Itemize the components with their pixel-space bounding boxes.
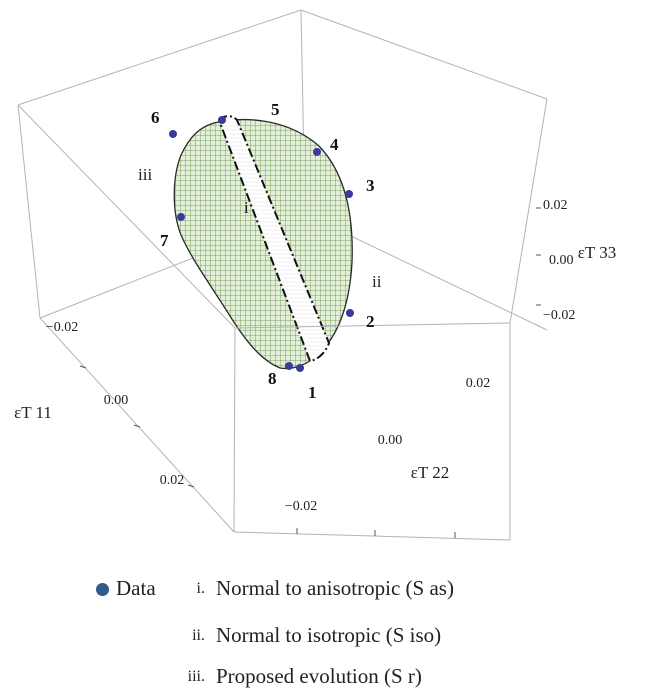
data-point-8 bbox=[285, 362, 293, 370]
legend: Data i. Normal to anisotropic (S as) ii.… bbox=[0, 560, 656, 695]
y-axis-label: εT 22 bbox=[411, 463, 449, 482]
y-tick-0: −0.02 bbox=[285, 499, 317, 514]
region-label-iii: iii bbox=[138, 165, 152, 184]
y-tick-2: 0.02 bbox=[466, 376, 491, 391]
point-label-5: 5 bbox=[271, 100, 280, 119]
legend-data-label: Data bbox=[116, 576, 156, 600]
chart-plot: −0.02 0.00 0.02 εT 11 −0.02 0.00 0.02 εT… bbox=[14, 9, 616, 541]
z-tick-0: 0.02 bbox=[543, 198, 568, 213]
point-label-3: 3 bbox=[366, 176, 375, 195]
surface-iii-proposed-evolution bbox=[173, 118, 353, 370]
z-tick-2: −0.02 bbox=[543, 308, 575, 323]
data-point-7 bbox=[177, 213, 185, 221]
legend-item-ii-num: ii. bbox=[192, 627, 205, 644]
axis-ticks bbox=[79, 207, 541, 538]
data-point-2 bbox=[346, 309, 354, 317]
data-point-3 bbox=[345, 190, 353, 198]
y-tick-1: 0.00 bbox=[378, 433, 403, 448]
point-label-2: 2 bbox=[366, 312, 375, 331]
x-tick-0: −0.02 bbox=[46, 320, 78, 335]
legend-item-i-num: i. bbox=[196, 580, 205, 597]
region-label-i: i bbox=[244, 198, 249, 217]
legend-item-iii-num: iii. bbox=[187, 668, 205, 685]
legend-data-dot bbox=[96, 583, 109, 596]
region-label-ii: ii bbox=[372, 272, 382, 291]
data-point-6 bbox=[169, 130, 177, 138]
legend-item-i-text: Normal to anisotropic (S as) bbox=[216, 576, 454, 600]
legend-item-iii-text: Proposed evolution (S r) bbox=[216, 664, 422, 688]
point-label-1: 1 bbox=[308, 383, 317, 402]
data-points bbox=[169, 116, 354, 372]
data-point-1 bbox=[296, 364, 304, 372]
point-label-8: 8 bbox=[268, 369, 277, 388]
data-point-4 bbox=[313, 148, 321, 156]
x-tick-2: 0.02 bbox=[160, 473, 185, 488]
point-label-6: 6 bbox=[151, 108, 160, 127]
bounding-box-front bbox=[17, 98, 548, 541]
x-tick-1: 0.00 bbox=[104, 393, 129, 408]
x-axis-label: εT 11 bbox=[14, 403, 52, 422]
z-tick-1: 0.00 bbox=[549, 253, 574, 268]
point-label-7: 7 bbox=[160, 231, 169, 250]
z-axis-label: εT 33 bbox=[578, 243, 616, 262]
data-point-5 bbox=[218, 116, 226, 124]
point-label-4: 4 bbox=[330, 135, 339, 154]
legend-item-ii-text: Normal to isotropic (S iso) bbox=[216, 623, 442, 647]
